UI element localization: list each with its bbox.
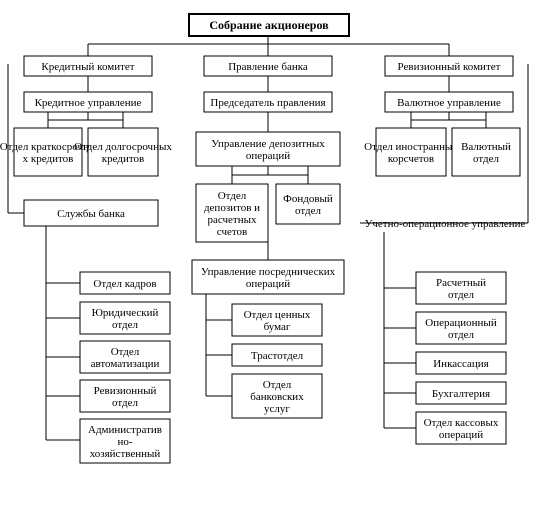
label-l1_right: Ревизионный комитет [398,61,501,73]
label-u4: Бухгалтерия [432,388,490,400]
label-l2_right: Валютное управление [397,97,501,109]
label-l2_left: Кредитное управление [35,97,142,109]
label-sl1: Отдел кадров [93,278,156,290]
label-ucheto: Учетно-операционное управление [365,218,526,230]
label-l1_mid: Правление банка [228,61,308,73]
label-l2_mid: Председатель правления [210,97,325,109]
label-p2: Трастотдел [251,350,304,362]
label-root: Собрание акционеров [209,18,329,32]
org-chart-diagram: Собрание акционеров Кредитный комитет Прав… [0,0,537,526]
label-sluzhby: Службы банка [57,208,125,220]
label-u3: Инкассация [433,358,489,370]
label-l1_left: Кредитный комитет [41,61,134,73]
